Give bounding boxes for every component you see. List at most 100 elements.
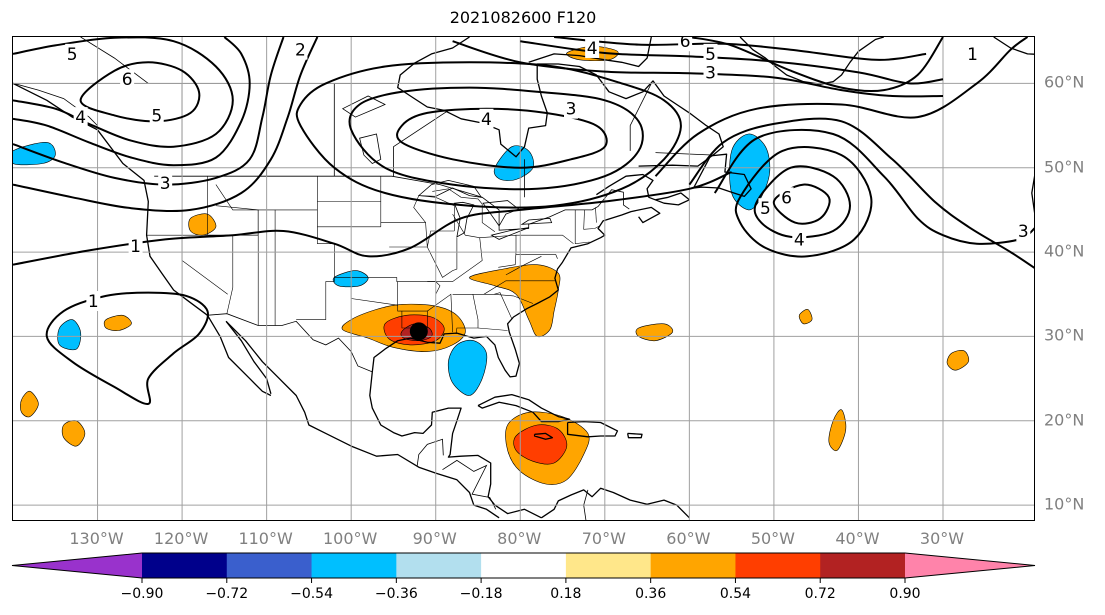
coastline-south-america-north [541, 487, 690, 519]
lat-label: 50°N [1044, 157, 1085, 177]
contour-label-1: 6 [122, 70, 133, 90]
contour-label-12: 3 [566, 100, 577, 120]
lat-label: 30°N [1044, 325, 1085, 345]
colorbar-segment-5 [481, 553, 567, 578]
shaded-region-hudson-blue [493, 145, 535, 181]
contour-pac-6 [79, 61, 201, 123]
state-border-6 [296, 176, 335, 320]
contour-label-bg-13 [479, 108, 494, 129]
lon-label: 30°W [919, 529, 965, 548]
contour-label-bg-18 [1016, 221, 1031, 241]
contour-label-bg-0 [65, 43, 80, 64]
shaded-region-pac-orange-1 [103, 314, 132, 331]
shaded-region-mid-orange-1 [635, 323, 674, 342]
contour-label-15: 6 [781, 188, 792, 208]
colorbar-tick-label: −0.72 [205, 586, 249, 602]
colorbar-segment-2 [226, 553, 313, 578]
lon-label: 40°W [835, 529, 880, 548]
state-border-26 [516, 234, 574, 244]
colorbar-segment-6 [565, 553, 652, 578]
shaded-region-pac-orange-2 [188, 213, 217, 236]
border-guatemala-mexico [416, 438, 444, 467]
state-border-20 [427, 237, 483, 282]
colorbar [11, 552, 1036, 583]
coastline-gulf-coast [371, 206, 661, 378]
state-border-15 [396, 277, 441, 295]
colorbar-tick-label: −0.90 [120, 586, 164, 602]
lon-label: 50°W [750, 529, 795, 548]
contour-label-bg-10 [703, 43, 718, 64]
lat-label: 60°N [1044, 72, 1085, 92]
coastline-newfoundland [693, 153, 752, 198]
contour-at-1 [654, 37, 1029, 177]
contour-north-6 [554, 37, 927, 61]
shaded-region-mid-atlantic [469, 264, 561, 338]
storm-marker-icon [409, 322, 428, 341]
contour-label-bg-1 [120, 69, 135, 90]
contour-label-8: 4 [587, 39, 598, 59]
contour-label-0: 5 [67, 45, 78, 65]
coastline-puerto-rico [626, 432, 643, 439]
border-canada-yukon [80, 37, 149, 84]
contour-label-6: 1 [130, 237, 141, 257]
contour-label-bg-8 [585, 37, 600, 58]
lon-label: 90°W [412, 529, 457, 548]
colorbar-tick-label: −0.18 [459, 586, 503, 602]
contour-label-bg-3 [73, 107, 88, 128]
colorbar-segment-4 [396, 553, 482, 578]
map-title: 2021082600 F120 [449, 8, 597, 27]
colorbar-tick-label: −0.36 [374, 586, 418, 602]
shaded-region-caribbean-core [513, 424, 568, 465]
colorbar-segment-9 [820, 553, 906, 578]
state-border-27 [516, 254, 558, 259]
state-border-14 [380, 222, 428, 248]
contour-label-bg-5 [158, 172, 173, 193]
state-border-25 [494, 292, 513, 319]
state-border-28 [505, 256, 542, 276]
lon-label: 110°W [238, 529, 293, 548]
coastline-jamaica [533, 432, 554, 440]
contour-label-2: 2 [295, 41, 306, 61]
colorbar-segment-1 [142, 553, 228, 578]
state-border-17 [427, 293, 453, 333]
lat-label: 40°N [1044, 241, 1085, 261]
contour-north-3 [689, 37, 944, 93]
coastline-baffin [528, 37, 652, 68]
shaded-region-trop-orange-3 [20, 390, 39, 418]
colorbar-tick-label: 0.90 [889, 586, 921, 602]
state-border-19 [477, 327, 508, 331]
contour-north-4 [452, 40, 944, 98]
contour-at-2 [688, 117, 1034, 269]
lon-label: 130°W [69, 529, 124, 548]
shaded-region-gulf-blue [447, 339, 488, 396]
shaded-region-mid-orange-3 [798, 309, 813, 325]
lon-label: 80°W [497, 529, 542, 548]
contour-pac-4 [13, 37, 251, 167]
state-border-16 [397, 281, 428, 329]
coastline-iceland [993, 37, 1034, 55]
contour-pac-3 [13, 37, 285, 186]
state-border-24 [483, 294, 534, 304]
lake-outline-5 [341, 95, 386, 118]
contour-label-16: 5 [760, 199, 771, 219]
colorbar-segment-7 [650, 553, 736, 578]
state-border-31 [595, 207, 597, 223]
contour-label-18: 3 [1018, 222, 1029, 242]
border-alaska-canada [13, 82, 98, 126]
contour-label-bg-15 [779, 187, 794, 208]
contour-label-5: 3 [160, 174, 171, 194]
state-border-23 [472, 280, 555, 295]
contour-label-bg-4 [149, 105, 164, 126]
contour-central-1 [13, 171, 732, 266]
coastline-labrador-coast [397, 37, 724, 167]
contour-hb-3 [348, 86, 644, 191]
contour-label-14: 1 [967, 45, 978, 65]
coastline-gulf-st-lawrence [596, 173, 691, 206]
contour-at-3 [713, 128, 1034, 245]
contour-label-13: 4 [481, 110, 492, 130]
lat-label: 20°N [1044, 410, 1085, 430]
contour-label-bg-16 [758, 198, 773, 219]
contour-pac-2 [13, 37, 319, 213]
colorbar-tick-label: 0.72 [804, 586, 836, 602]
